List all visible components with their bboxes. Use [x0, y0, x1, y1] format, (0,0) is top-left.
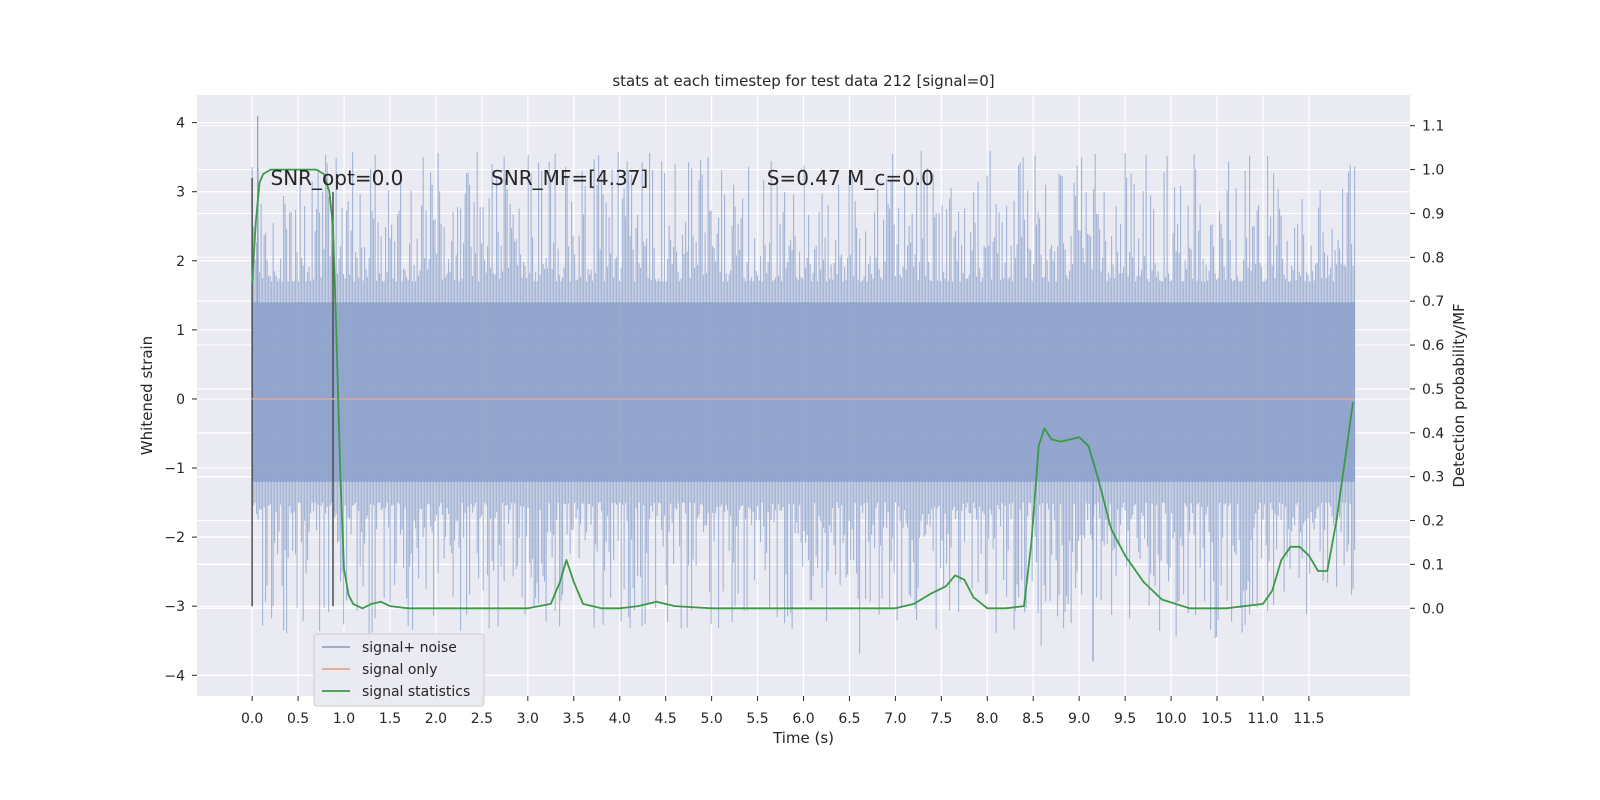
- y-tick-label: −2: [164, 530, 185, 546]
- y-right-tick-label: 0.6: [1422, 338, 1444, 354]
- y-right-tick-label: 0.5: [1422, 382, 1444, 398]
- annotation-1: SNR_MF=[4.37]: [491, 166, 648, 190]
- x-tick-label: 8.0: [976, 711, 998, 727]
- annotation-0: SNR_opt=0.0: [271, 166, 404, 190]
- x-tick-label: 10.0: [1155, 711, 1186, 727]
- x-tick-label: 5.5: [746, 711, 768, 727]
- annotations: SNR_opt=0.0 SNR_MF=[4.37] S=0.47 M_c=0.0: [271, 166, 934, 190]
- y-tick-label: −4: [164, 668, 185, 684]
- y-tick-label: 3: [176, 185, 185, 201]
- y-tick-label: −3: [164, 599, 185, 615]
- x-tick-label: 1.5: [379, 711, 401, 727]
- y-right-tick-label: 0.9: [1422, 206, 1444, 222]
- x-tick-label: 2.5: [471, 711, 493, 727]
- legend-label-signal-noise: signal+ noise: [362, 640, 457, 656]
- y-tick-label: 4: [176, 116, 185, 132]
- x-tick-label: 4.5: [655, 711, 677, 727]
- x-tick-label: 10.5: [1201, 711, 1232, 727]
- x-tick-label: 2.0: [425, 711, 447, 727]
- tick-labels: 0.0 0.5 1.0 1.5 2.0 2.5 3.0 3.5 4.0 4.5 5.0 5.5 6.0 6…: [164, 116, 1444, 727]
- x-tick-label: 7.0: [884, 711, 906, 727]
- x-tick-label: 6.5: [838, 711, 860, 727]
- noise-band: [252, 302, 1355, 482]
- y-axis-right-label: Detection probability/MF: [1450, 303, 1468, 487]
- x-tick-label: 9.5: [1114, 711, 1136, 727]
- y-right-tick-label: 1.1: [1422, 119, 1444, 135]
- x-tick-label: 6.0: [792, 711, 814, 727]
- legend-label-signal-statistics: signal statistics: [362, 684, 470, 700]
- x-tick-label: 3.0: [517, 711, 539, 727]
- y-right-tick-label: 0.0: [1422, 601, 1444, 617]
- x-tick-label: 0.0: [241, 711, 263, 727]
- signal-noise-series: [251, 115, 1356, 662]
- y-tick-label: 2: [176, 254, 185, 270]
- y-right-tick-label: 0.1: [1422, 557, 1444, 573]
- y-right-tick-label: 0.3: [1422, 470, 1444, 486]
- y-right-tick-label: 1.0: [1422, 163, 1444, 179]
- legend: signal+ noise signal only signal statist…: [313, 633, 485, 707]
- annotation-2: S=0.47 M_c=0.0: [767, 166, 934, 190]
- y-tick-label: 0: [176, 392, 185, 408]
- x-tick-label: 8.5: [1022, 711, 1044, 727]
- y-right-tick-label: 0.8: [1422, 250, 1444, 266]
- y-right-tick-label: 0.2: [1422, 514, 1444, 530]
- x-tick-label: 3.5: [563, 711, 585, 727]
- x-tick-label: 4.0: [609, 711, 631, 727]
- x-tick-label: 9.0: [1068, 711, 1090, 727]
- y-tick-label: 1: [176, 323, 185, 339]
- x-tick-label: 11.5: [1293, 711, 1324, 727]
- x-axis-label: Time (s): [772, 729, 834, 747]
- x-tick-label: 0.5: [287, 711, 309, 727]
- x-tick-label: 5.0: [700, 711, 722, 727]
- y-axis-label: Whitened strain: [138, 336, 156, 455]
- x-tick-label: 1.0: [333, 711, 355, 727]
- legend-box: [313, 633, 485, 707]
- signal-statistics-line: [251, 168, 1354, 610]
- y-tick-label: −1: [164, 461, 185, 477]
- y-right-tick-label: 0.4: [1422, 426, 1444, 442]
- chart-title: stats at each timestep for test data 212…: [612, 72, 994, 90]
- line-series: [251, 168, 1355, 610]
- y-right-tick-label: 0.7: [1422, 294, 1444, 310]
- legend-label-signal-only: signal only: [362, 662, 437, 678]
- x-tick-label: 11.0: [1247, 711, 1278, 727]
- x-tick-label: 7.5: [930, 711, 952, 727]
